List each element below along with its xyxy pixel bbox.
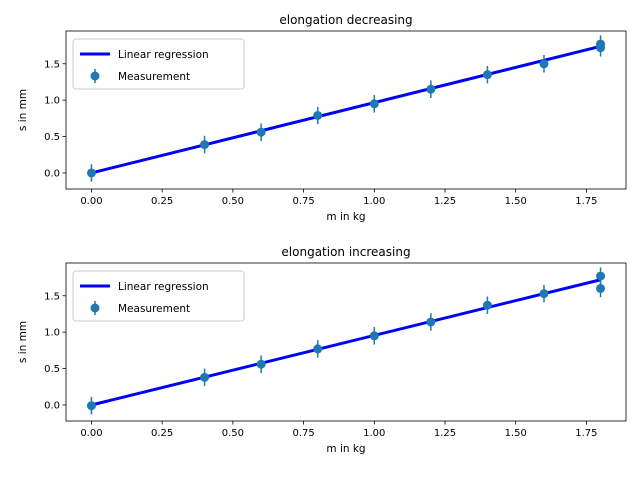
legend-label-regression: Linear regression [118, 49, 209, 61]
x-tick-label: 1.25 [434, 428, 456, 439]
measurement-point [482, 70, 492, 80]
x-axis-label: m in kg [326, 443, 365, 455]
y-tick-label: 0.0 [44, 400, 60, 411]
x-tick-label: 0.25 [151, 428, 173, 439]
measurement-point [426, 317, 436, 327]
legend-label-regression: Linear regression [118, 281, 209, 293]
chart-title: elongation decreasing [279, 13, 412, 27]
x-tick-label: 0.00 [80, 196, 102, 207]
y-tick-label: 1.0 [44, 96, 60, 107]
y-tick-label: 1.5 [44, 291, 60, 302]
measurement-point [539, 289, 549, 299]
measurement-point [426, 84, 436, 94]
axes-frame [65, 262, 627, 422]
x-tick-label: 1.00 [363, 428, 385, 439]
measurement-point [86, 401, 96, 411]
legend: Linear regression Measurement [72, 270, 245, 322]
chart-2: elongation increasing 0.00 0.25 0.50 0.75 1.0… [17, 245, 627, 455]
measurement-point [596, 43, 606, 53]
chart-title: elongation increasing [281, 245, 410, 259]
x-tick-label: 1.75 [575, 428, 597, 439]
measurement-point [86, 168, 96, 178]
measurement-point [369, 99, 379, 109]
x-tick-label: 1.25 [434, 196, 456, 207]
x-tick-label: 0.50 [222, 196, 244, 207]
measurement-point [539, 59, 549, 69]
measurement-point [482, 300, 492, 310]
x-tick-label: 0.75 [292, 196, 314, 207]
measurement-point [596, 271, 606, 281]
legend-box [72, 270, 245, 322]
regression-line [91, 44, 601, 175]
y-tick-label: 0.0 [44, 168, 60, 179]
x-tick-label: 1.50 [505, 428, 527, 439]
measurement-point [200, 140, 210, 150]
y-tick-label: 1.5 [44, 59, 60, 70]
y-axis-label: s in mm [17, 89, 29, 131]
legend-label-measurement: Measurement [118, 303, 190, 315]
legend: Linear regression Measurement [72, 38, 245, 90]
legend-box [72, 38, 245, 90]
y-tick-label: 0.5 [44, 364, 60, 375]
x-tick-label: 1.00 [363, 196, 385, 207]
x-tick-label: 1.50 [505, 196, 527, 207]
y-tick-label: 0.5 [44, 132, 60, 143]
x-tick-label: 0.75 [292, 428, 314, 439]
measurement-point [200, 372, 210, 382]
measurement-point [313, 110, 323, 120]
measurement-point [256, 127, 266, 137]
x-tick-label: 1.75 [575, 196, 597, 207]
regression-line [91, 278, 601, 407]
chart-1: elongation decreasing 0.00 0.25 0.50 0.75 1.0… [17, 13, 627, 223]
x-tick-label: 0.00 [80, 428, 102, 439]
measurement-point [596, 283, 606, 293]
legend-marker-swatch [90, 303, 100, 313]
legend-marker-swatch [90, 71, 100, 81]
y-axis-label: s in mm [17, 321, 29, 363]
axes-frame [65, 30, 627, 190]
measurement-point [313, 344, 323, 354]
legend-label-measurement: Measurement [118, 71, 190, 83]
measurement-point [256, 359, 266, 369]
measurement-point [369, 331, 379, 341]
x-tick-label: 0.50 [222, 428, 244, 439]
x-tick-label: 0.25 [151, 196, 173, 207]
x-axis-label: m in kg [326, 211, 365, 223]
y-tick-label: 1.0 [44, 328, 60, 339]
